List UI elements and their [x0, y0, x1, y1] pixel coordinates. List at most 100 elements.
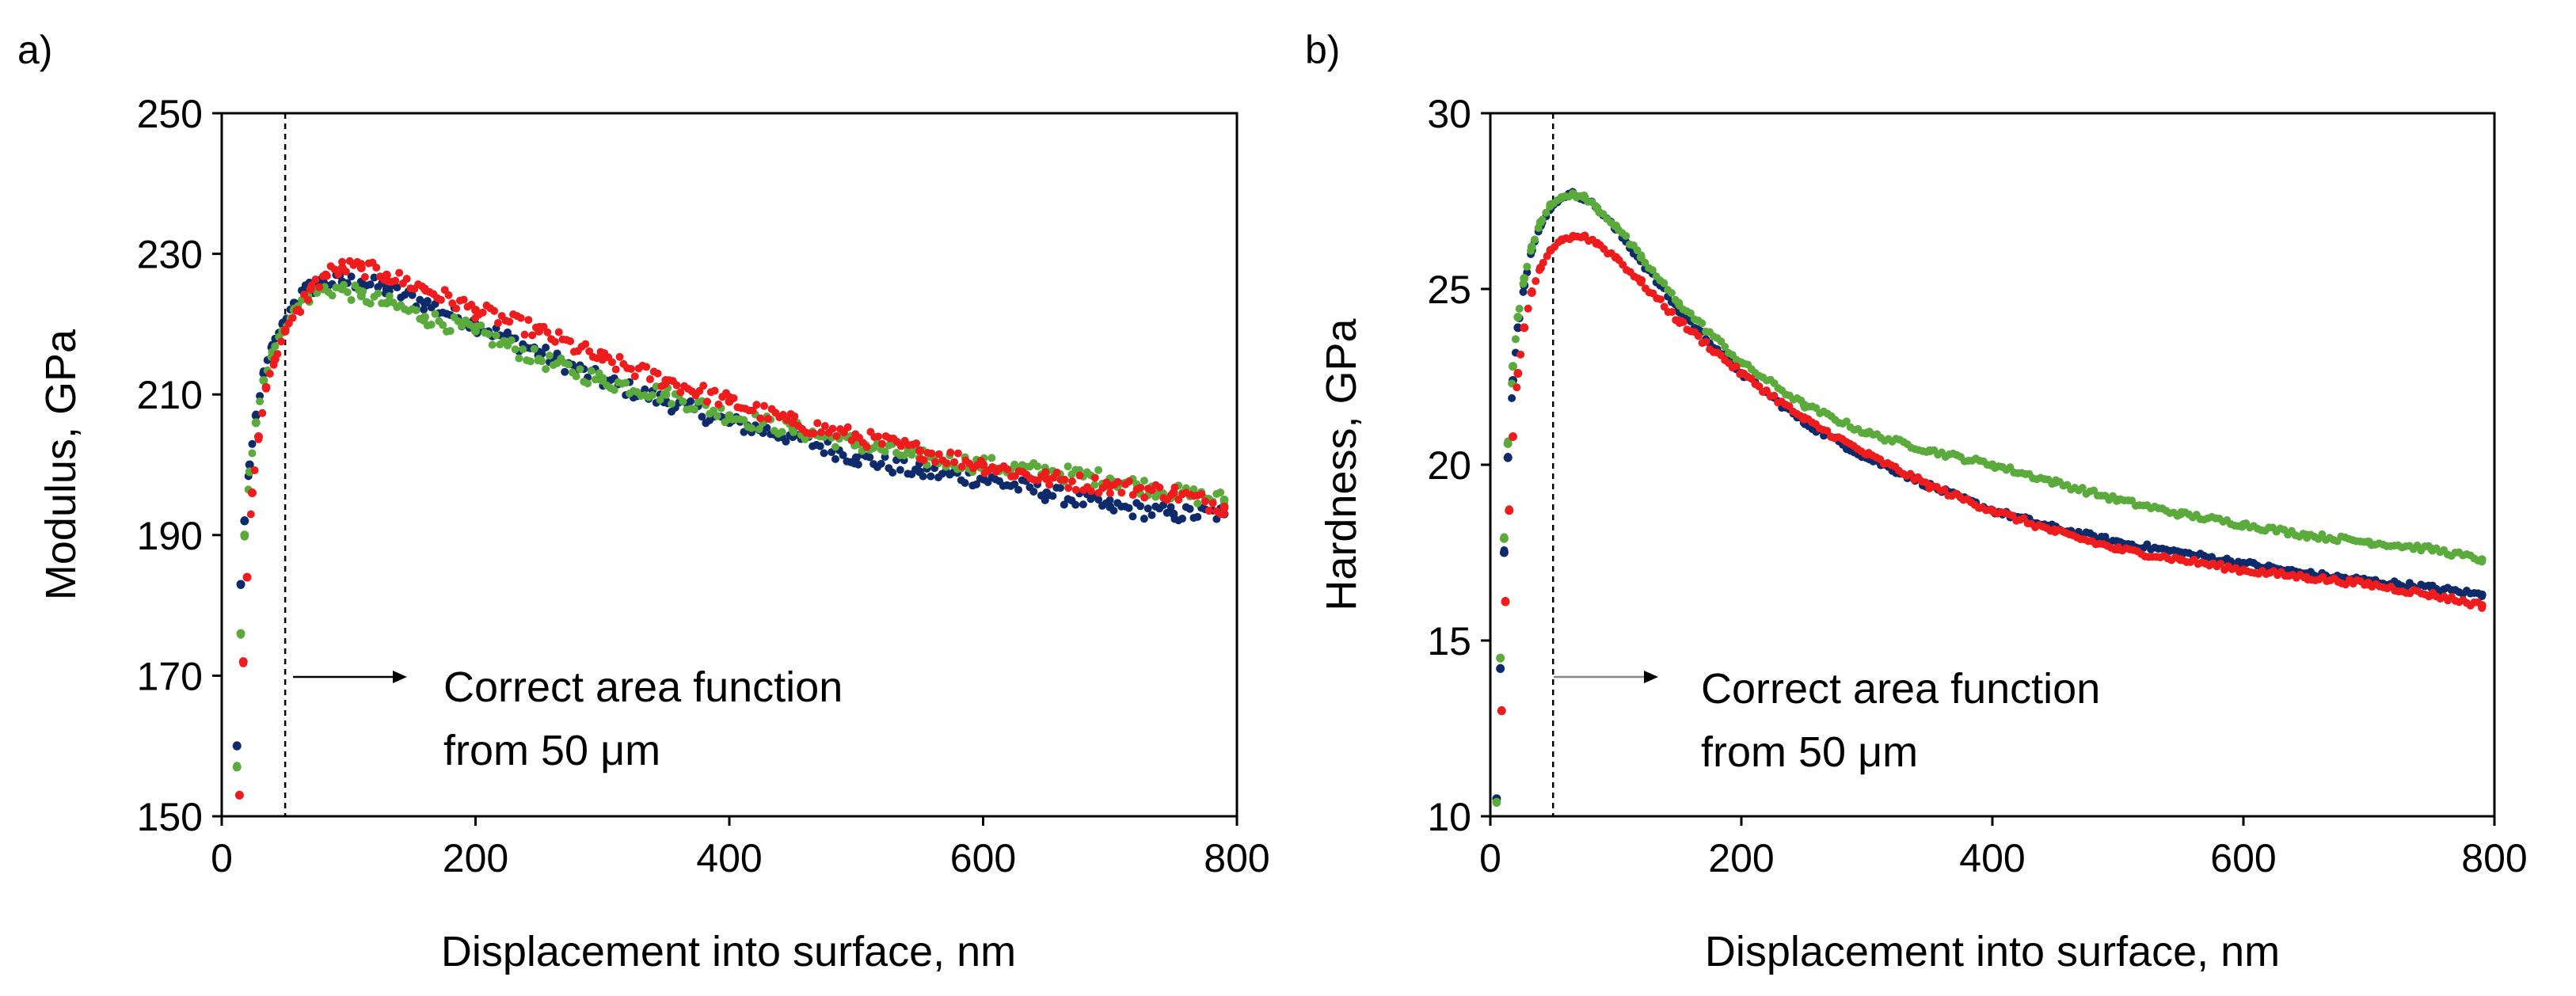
scatter-dot-a-red-189 [953, 449, 962, 458]
scatter-dot-a-red-139 [763, 414, 772, 423]
scatter-dot-a-navy-234 [1124, 504, 1133, 512]
scatter-dot-b-green-217 [2318, 530, 2327, 538]
scatter-dot-a-green-59 [458, 321, 466, 330]
annotation-line2-b: from 50 μm [1701, 728, 1918, 776]
scatter-dot-a-red-126 [714, 400, 723, 409]
scatter-dot-a-red-253 [1197, 490, 1206, 499]
scatter-dot-a-green-238 [1140, 477, 1148, 485]
scatter-dot-b-red-45 [1668, 307, 1676, 316]
scatter-dot-a-navy-154 [820, 449, 828, 458]
scatter-dot-a-green-92 [584, 379, 592, 388]
scatter-dot-b-navy-7 [1519, 287, 1528, 296]
scatter-dot-b-red-6 [1520, 323, 1528, 332]
scatter-dot-a-red-138 [760, 401, 769, 410]
x-tick-label-a-2: 400 [696, 836, 762, 880]
scatter-dot-b-navy-1 [1496, 663, 1505, 672]
scatter-dot-a-green-73 [511, 345, 519, 354]
scatter-dot-a-green-90 [576, 365, 584, 374]
scatter-dot-a-navy-182 [927, 472, 935, 481]
scatter-dot-a-red-116 [676, 388, 685, 397]
scatter-dot-a-red-246 [1170, 483, 1179, 492]
annotation-line2-a: from 50 μm [443, 727, 660, 774]
scatter-dot-b-red-10 [1535, 266, 1544, 275]
scatter-dot-a-green-143 [778, 428, 786, 436]
point-b-green-4 [1509, 362, 1518, 371]
scatter-dot-a-red-169 [877, 439, 886, 448]
scatter-dot-a-green-66 [484, 329, 493, 338]
scatter-dot-a-navy-235 [1128, 512, 1137, 521]
scatter-dot-a-red-68 [493, 319, 502, 328]
scatter-dot-a-green-111 [656, 395, 664, 404]
scatter-dot-b-green-26 [1591, 201, 1600, 210]
scatter-dot-a-red-220 [1071, 485, 1080, 494]
scatter-dot-b-red-3 [1509, 432, 1517, 441]
scatter-dot-a-green-175 [900, 451, 908, 460]
scatter-dot-a-navy-52 [431, 299, 439, 308]
scatter-dot-a-red-5 [254, 435, 263, 443]
scatter-dot-b-red-12 [1543, 252, 1551, 260]
scatter-dot-a-navy-30 [347, 272, 356, 281]
scatter-dot-a-green-170 [881, 447, 889, 456]
scatter-dot-a-red-136 [752, 401, 761, 409]
scatter-dot-b-navy-2 [1500, 546, 1509, 555]
scatter-dot-a-navy-238 [1140, 515, 1148, 523]
scatter-dot-a-red-256 [1208, 499, 1217, 508]
scatter-dot-a-green-252 [1193, 499, 1202, 508]
scatter-dot-b-red-4 [1512, 383, 1521, 392]
scatter-dot-b-red-37 [1638, 276, 1646, 284]
scatter-dot-a-navy-4 [248, 439, 257, 448]
x-tick-label-a-1: 200 [443, 836, 508, 880]
scatter-dot-a-green-114 [667, 400, 675, 409]
scatter-dot-a-red-103 [626, 364, 635, 373]
x-tick-label-a-4: 800 [1204, 836, 1269, 880]
scatter-dot-a-navy-178 [911, 465, 920, 473]
scatter-dot-a-navy-172 [888, 468, 897, 477]
scatter-dot-a-red-19 [307, 281, 316, 290]
scatter-dot-a-navy-248 [1178, 515, 1187, 523]
scatter-dot-a-red-231 [1113, 477, 1122, 486]
scatter-dot-a-red-180 [919, 456, 928, 465]
scatter-dot-a-red-225 [1090, 473, 1099, 482]
scatter-dot-a-green-87 [565, 360, 573, 369]
scatter-dot-a-navy-1 [237, 581, 245, 590]
scatter-dot-a-red-218 [1064, 484, 1073, 492]
scatter-dot-a-green-77 [526, 357, 535, 366]
y-tick-label-a-0: 150 [137, 795, 203, 839]
scatter-dot-a-red-4 [250, 466, 259, 474]
scatter-dot-a-red-157 [832, 431, 841, 440]
scatter-dot-a-navy-163 [854, 460, 862, 469]
scatter-dot-b-green-6 [1515, 304, 1524, 313]
scatter-dot-a-green-51 [427, 321, 436, 329]
scatter-dot-a-green-40 [385, 291, 394, 300]
scatter-dot-b-navy-3 [1504, 452, 1512, 461]
scatter-dot-b-green-44 [1660, 279, 1669, 287]
scatter-dot-a-navy-81 [542, 344, 550, 352]
scatter-dot-a-red-213 [1045, 481, 1054, 489]
scatter-dot-a-red-144 [782, 416, 791, 424]
scatter-dot-a-red-17 [300, 290, 309, 298]
scatter-dot-b-green-8 [1523, 262, 1532, 271]
panel-label-a: a) [17, 28, 52, 72]
scatter-dot-a-green-137 [755, 425, 763, 434]
scatter-dot-a-navy-229 [1105, 496, 1114, 504]
y-tick-label-a-1: 170 [137, 654, 203, 698]
scatter-dot-a-green-225 [1090, 481, 1099, 489]
scatter-dot-b-red-11 [1539, 258, 1547, 267]
scatter-dot-a-navy-5 [252, 410, 261, 419]
scatter-dot-a-green-210 [1033, 462, 1042, 471]
scatter-dot-a-green-30 [347, 295, 356, 304]
scatter-dot-a-green-5 [252, 419, 261, 428]
scatter-dot-a-navy-244 [1162, 508, 1171, 517]
scatter-dot-a-green-81 [542, 365, 550, 374]
scatter-dot-a-green-112 [660, 390, 668, 398]
scatter-dot-a-red-7 [262, 384, 271, 393]
scatter-dot-b-red-72 [1770, 391, 1779, 400]
scatter-dot-a-red-32 [357, 260, 366, 268]
scatter-dot-a-red-254 [1200, 497, 1209, 506]
scatter-dot-a-green-29 [343, 288, 352, 297]
scatter-dot-b-green-154 [2078, 484, 2087, 492]
point-a-navy-3 [245, 460, 254, 469]
scatter-dot-a-green-126 [713, 412, 721, 420]
scatter-dot-a-red-125 [710, 386, 719, 395]
